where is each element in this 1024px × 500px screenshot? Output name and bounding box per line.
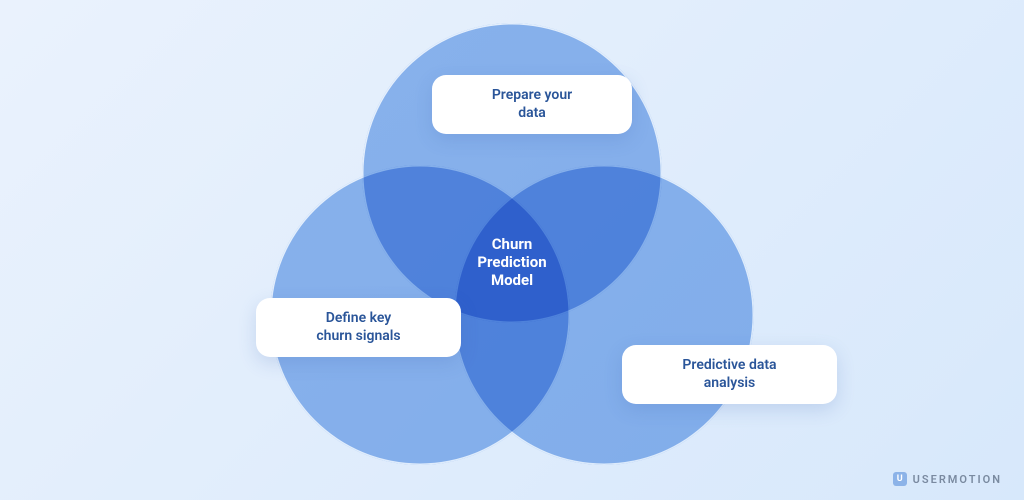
diagram-canvas: Churn Prediction Model Prepare your data D…: [0, 0, 1024, 500]
venn-circle-right: [454, 165, 754, 465]
brand-text: USERMOTION: [913, 473, 1002, 486]
venn-pill-define: Define key churn signals: [256, 298, 461, 357]
brand-mark-icon: U: [893, 472, 907, 486]
brand-badge: U USERMOTION: [893, 472, 1002, 486]
venn-center-label: Churn Prediction Model: [477, 235, 546, 289]
venn-pill-predictive: Predictive data analysis: [622, 345, 837, 404]
venn-pill-prepare: Prepare your data: [432, 75, 632, 134]
